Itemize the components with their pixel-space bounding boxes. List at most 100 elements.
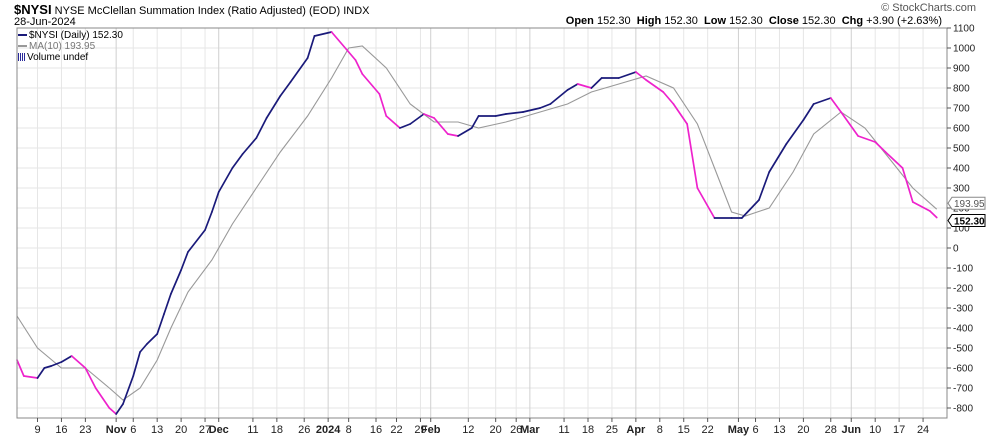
price-segment-down: [635, 71, 647, 81]
legend-price-label: $NYSI (Daily) 152.30: [29, 30, 123, 41]
price-segment-down: [70, 355, 87, 369]
x-tick-label: 9: [34, 424, 40, 436]
brand-watermark: © StockCharts.com: [881, 2, 976, 14]
price-segment-down: [94, 387, 111, 409]
price-segment-up: [457, 127, 473, 137]
x-tick-label: 26: [298, 424, 310, 436]
x-tick-label: 18: [582, 424, 594, 436]
price-segment-up: [163, 293, 172, 315]
x-tick-label: 20: [175, 424, 187, 436]
x-tick-label: 16: [370, 424, 382, 436]
price-segment-up: [187, 229, 206, 253]
legend-volume-label: Volume undef: [27, 52, 89, 63]
x-tick-label: Mar: [520, 424, 540, 436]
price-segment-down: [686, 123, 699, 189]
price-segment-up: [255, 117, 268, 139]
price-segment-up: [522, 107, 541, 113]
price-segment-up: [306, 35, 316, 59]
x-tick-label: May: [728, 424, 750, 436]
y-tick-label: -400: [953, 324, 973, 335]
price-segment-down: [446, 133, 459, 137]
legend-price-swatch: [18, 34, 27, 37]
price-segment-up: [265, 95, 282, 119]
legend-price: $NYSI (Daily) 152.30: [18, 30, 123, 41]
open-label: Open: [565, 15, 594, 27]
x-tick-label: 20: [490, 424, 502, 436]
y-tick-label: 500: [953, 144, 970, 155]
x-tick-label: 20: [797, 424, 809, 436]
y-tick-label: 700: [953, 104, 970, 115]
close-value: 152.30: [801, 15, 836, 27]
y-tick-label: 900: [953, 64, 970, 75]
price-segment-up: [768, 143, 788, 173]
price-segment-down: [576, 83, 593, 89]
price-segment-up: [146, 333, 159, 345]
price-segment-up: [470, 115, 480, 129]
price-segment-down: [857, 135, 877, 143]
price-segment-up: [241, 137, 258, 155]
price-segment-down: [662, 91, 675, 105]
y-tick-label: -800: [953, 404, 973, 415]
chg-label: Chg: [841, 15, 864, 27]
price-segment-down: [423, 113, 435, 119]
x-tick-label: 17: [893, 424, 905, 436]
price-segment-up: [211, 191, 220, 213]
x-tick-label: 25: [606, 424, 618, 436]
x-tick-label: 6: [130, 424, 136, 436]
y-tick-label: 1100: [953, 24, 975, 35]
plot-frame: [16, 27, 948, 419]
description: NYSE McClellan Summation Index (Ratio Ad…: [54, 5, 341, 17]
y-tick-label: 0: [953, 244, 959, 255]
y-axis: 110010009008007006005004003002001000-100…: [947, 24, 976, 415]
x-tick-label: 29: [414, 424, 426, 436]
price-segment-up: [539, 103, 552, 109]
last-value-markers: 193.95 152.30: [947, 196, 986, 228]
x-tick-label: 28: [825, 424, 837, 436]
x-tick-label: Nov: [106, 424, 128, 436]
price-segment-up: [115, 403, 124, 415]
price-segment-up: [494, 113, 507, 117]
open-value: 152.30: [596, 15, 631, 27]
exchange: INDX: [343, 5, 370, 17]
price-segment-down: [378, 93, 388, 117]
volume-icon: [18, 53, 25, 62]
price-segment-down: [433, 117, 449, 135]
price-segment-up: [785, 119, 805, 145]
price-segment-up: [204, 211, 213, 231]
x-tick-label: 8: [346, 424, 352, 436]
price-segment-up: [132, 351, 141, 377]
last-value-box: [947, 214, 986, 228]
price-segment-down: [884, 151, 904, 169]
x-tick-label: Apr: [626, 424, 646, 436]
plot-border: [16, 27, 948, 419]
price-segment-up: [617, 71, 637, 79]
price-segment-up: [43, 365, 53, 369]
price-segment-down: [874, 141, 887, 153]
price-segment-down: [901, 167, 914, 203]
close-label: Close: [768, 15, 799, 27]
x-tick-label: 10: [869, 424, 881, 436]
x-tick-label: 6: [752, 424, 758, 436]
x-tick-label: 8: [657, 424, 663, 436]
price-segment-down: [911, 201, 931, 212]
x-tick-label: 22: [702, 424, 714, 436]
ma-line: [16, 45, 938, 401]
price-segment-down: [22, 375, 39, 379]
low-value: 152.30: [729, 15, 763, 27]
price-segment-down: [385, 115, 401, 129]
grid-lines: [17, 27, 947, 418]
price-segment-down: [840, 111, 859, 137]
y-tick-label: -500: [953, 344, 973, 355]
price-segment-down: [361, 73, 381, 95]
legend-ma-swatch: [18, 45, 27, 48]
y-tick-label: -600: [953, 364, 973, 375]
price-segment-down: [347, 51, 357, 61]
price-segment-up: [139, 343, 148, 353]
price-segment-up: [36, 367, 46, 379]
x-tick-label: 23: [79, 424, 91, 436]
x-tick-label: 27: [199, 424, 211, 436]
price-segment-down: [829, 97, 842, 113]
price-segment-up: [399, 123, 412, 129]
legend-volume: Volume undef: [18, 52, 88, 63]
